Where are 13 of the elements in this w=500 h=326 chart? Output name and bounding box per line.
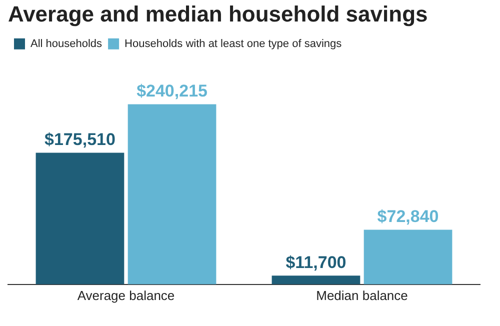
x-tick-label: Median balance [316,288,408,303]
bar [128,104,216,284]
data-label: $175,510 [44,130,116,149]
data-label: $72,840 [377,206,439,226]
bar [272,276,360,284]
data-label: $11,700 [286,252,346,272]
x-tick-label: Average balance [77,288,175,303]
legend-label: Households with at least one type of savings [124,38,342,50]
data-label: $240,215 [136,81,208,100]
bar [36,152,124,284]
legend-label: All households [30,38,103,50]
bar [364,230,452,284]
chart-title: Average and median household savings [8,1,428,26]
